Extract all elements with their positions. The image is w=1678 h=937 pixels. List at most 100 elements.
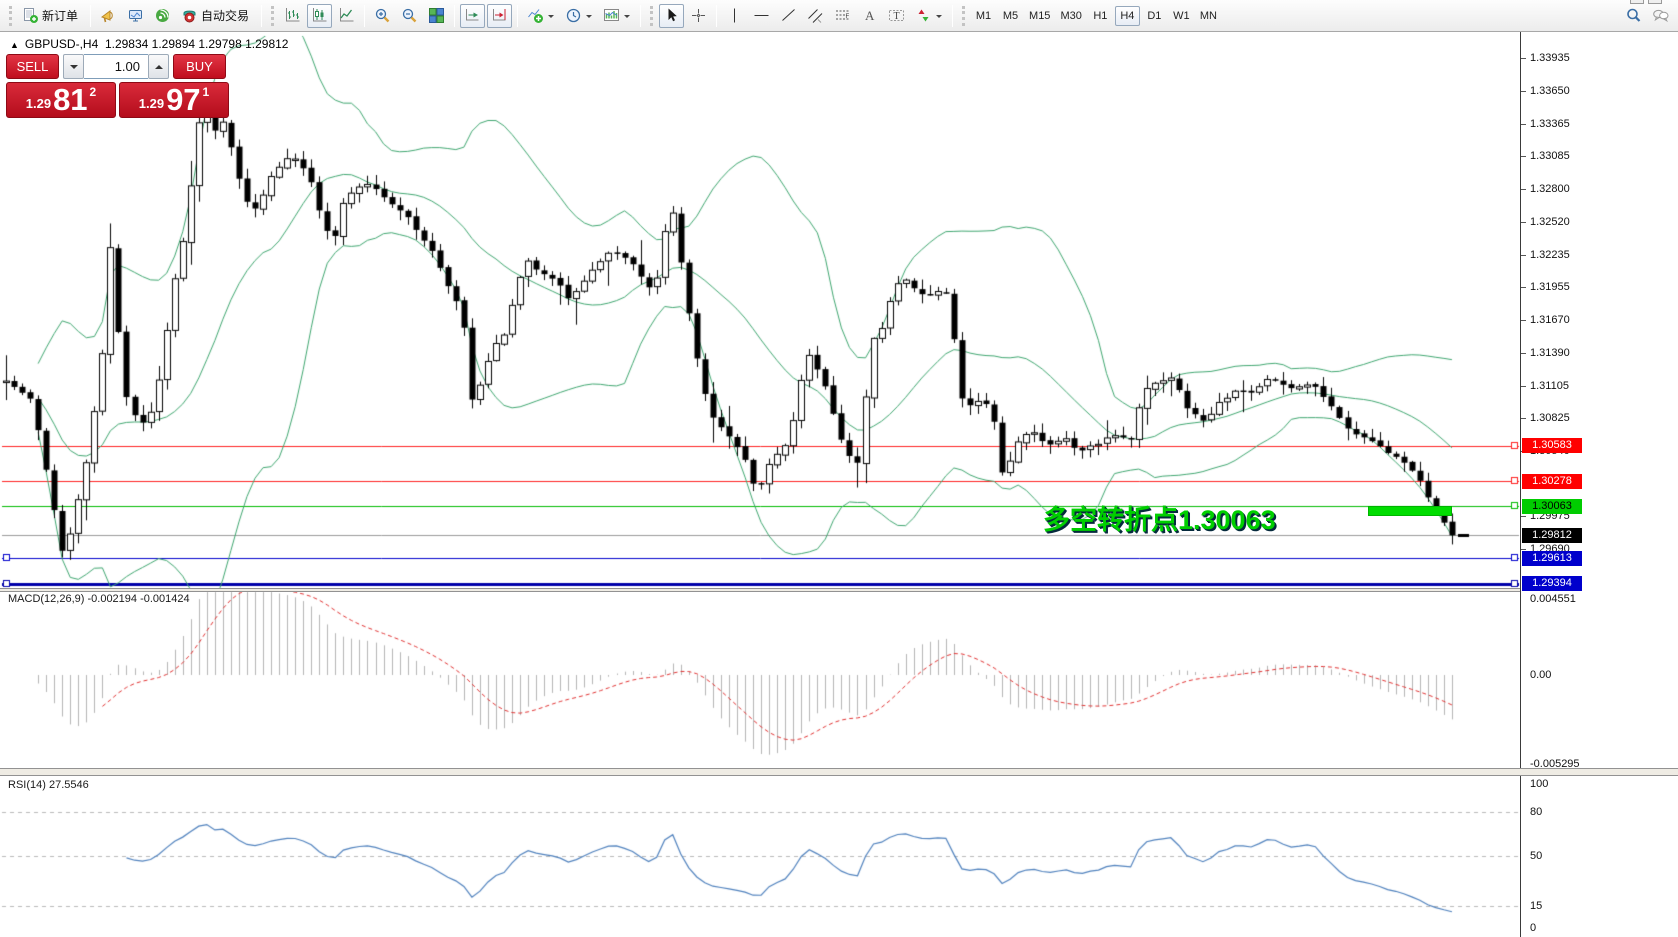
panel-splitter[interactable] — [0, 768, 1678, 776]
axis-tick — [1521, 254, 1526, 256]
tile-windows-button[interactable] — [424, 4, 449, 28]
svg-text:F: F — [846, 14, 850, 20]
template-icon — [603, 7, 620, 24]
axis-tick-label: 1.32520 — [1530, 215, 1570, 228]
macd-axis-label: 0.004551 — [1530, 593, 1576, 605]
periods-button[interactable] — [561, 4, 597, 28]
price-label-chip: 1.30278 — [1522, 473, 1582, 489]
cursor-button[interactable] — [659, 3, 685, 28]
rsi-indicator-label: RSI(14) 27.5546 — [8, 779, 89, 791]
chevron-down-icon — [548, 14, 555, 21]
trendline-button[interactable] — [776, 4, 801, 28]
axis-tick — [1521, 516, 1526, 518]
zoom-in-button[interactable] — [370, 4, 395, 28]
candle-chart-button[interactable] — [307, 3, 333, 28]
price-scale[interactable]: 1.33935 1.33650 1.33365 1.33085 1.32800 1.325… — [1520, 32, 1678, 937]
timeframe-mn-button[interactable]: MN — [1199, 9, 1217, 22]
vline-icon — [726, 7, 743, 24]
autotrade-button-label: 自动交易 — [201, 9, 250, 23]
axis-tick — [1521, 287, 1526, 289]
timeframe-w1-button[interactable]: W1 — [1173, 9, 1190, 22]
chart-shift-button[interactable] — [487, 3, 513, 28]
collapse-panel-arrow[interactable]: ▲ — [10, 40, 19, 50]
sell-price-display[interactable]: 1.29 81 2 — [6, 82, 116, 118]
news-button[interactable] — [96, 4, 121, 28]
new-order-button-label: 新订单 — [42, 9, 79, 23]
monitor-icon — [127, 7, 144, 24]
fibonacci-button[interactable]: F — [830, 4, 855, 28]
volume-input[interactable] — [84, 54, 148, 79]
zoom-in-icon — [374, 7, 391, 24]
search-button[interactable] — [1621, 4, 1646, 28]
signal-icon — [154, 7, 171, 24]
crosshair-icon — [690, 7, 707, 24]
timeframe-m15-button[interactable]: M15 — [1029, 9, 1051, 22]
axis-tick-label: 1.31390 — [1530, 346, 1570, 359]
text-button[interactable]: A — [857, 4, 882, 28]
bar-chart-icon — [284, 7, 301, 24]
line-chart-button[interactable] — [334, 4, 359, 28]
price-label-chip: 1.29613 — [1522, 550, 1582, 566]
buy-button[interactable]: BUY — [173, 54, 226, 79]
vline-button[interactable] — [722, 4, 747, 28]
crosshair-button[interactable] — [686, 4, 711, 28]
panel-splitter[interactable] — [0, 588, 1520, 592]
rsi-axis-label: 0 — [1530, 922, 1537, 934]
chat-button[interactable] — [1648, 4, 1673, 28]
timeframe-m5-button[interactable]: M5 — [1002, 9, 1019, 22]
volume-decrease-button[interactable] — [63, 54, 84, 79]
chevron-down-icon — [624, 14, 631, 21]
auto-scroll-icon — [464, 7, 481, 24]
timeframe-m1-button[interactable]: M1 — [975, 9, 992, 22]
indicators-button[interactable] — [523, 4, 559, 28]
axis-tick — [1521, 123, 1526, 125]
sell-button[interactable]: SELL — [6, 54, 59, 79]
hline-button[interactable] — [749, 4, 774, 28]
symbol-timeframe: GBPUSD-,H4 — [24, 37, 99, 51]
market-watch-button[interactable] — [123, 4, 148, 28]
axis-tick-label: 1.33935 — [1530, 52, 1570, 64]
hline-icon — [753, 7, 770, 24]
signals-button[interactable] — [150, 4, 175, 28]
bar-chart-button[interactable] — [280, 4, 305, 28]
toolbar-separator — [90, 4, 92, 27]
candle-chart-icon — [311, 7, 328, 24]
zoom-out-button[interactable] — [397, 4, 422, 28]
axis-tick-label: 1.33365 — [1530, 117, 1570, 130]
timeframe-m30-button[interactable]: M30 — [1060, 9, 1082, 22]
autotrade-button[interactable]: 自动交易 — [177, 4, 256, 28]
buy-price-display[interactable]: 1.29 97 1 — [119, 82, 229, 118]
chat-icon — [1652, 7, 1669, 24]
rsi-axis-label: 100 — [1530, 778, 1549, 790]
volume-increase-button[interactable] — [148, 54, 169, 79]
channel-button[interactable] — [803, 4, 828, 28]
axis-tick — [1521, 156, 1526, 158]
timeframe-h4-button[interactable]: H4 — [1114, 5, 1140, 26]
auto-scroll-button[interactable] — [460, 3, 486, 28]
toolbar-separator — [952, 4, 954, 27]
new-order-button[interactable]: 新订单 — [18, 4, 85, 28]
rsi-axis-label: 80 — [1530, 806, 1543, 818]
timeframe-h1-button[interactable]: H1 — [1093, 9, 1108, 22]
text-label-icon: T — [888, 7, 905, 24]
search-icon — [1625, 7, 1642, 24]
window-fragment — [1648, 0, 1662, 4]
axis-tick — [1521, 320, 1526, 322]
macd-indicator-label: MACD(12,26,9) -0.002194 -0.001424 — [8, 593, 190, 605]
templates-button[interactable] — [599, 4, 635, 28]
channel-icon — [807, 7, 824, 24]
indicators-icon — [527, 7, 544, 24]
autotrade-icon — [181, 7, 198, 24]
text-label-button[interactable]: T — [884, 4, 909, 28]
arrows-button[interactable] — [911, 4, 947, 28]
toolbar-grip — [271, 5, 275, 26]
ohlc-values: 1.29834 1.29894 1.29798 1.29812 — [104, 37, 289, 51]
line-chart-icon — [338, 7, 355, 24]
axis-tick — [1521, 221, 1526, 223]
axis-tick — [1521, 549, 1526, 551]
window-fragment — [1630, 0, 1644, 4]
timeframe-d1-button[interactable]: D1 — [1147, 9, 1162, 22]
toolbar-grip — [9, 5, 12, 26]
